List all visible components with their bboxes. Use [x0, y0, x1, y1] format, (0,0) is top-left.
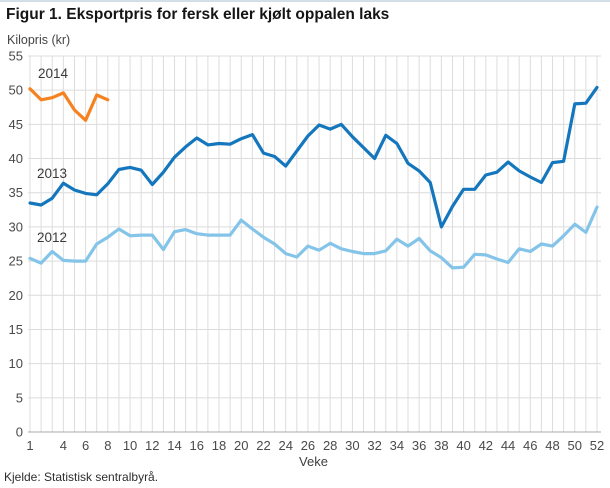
x-tick-label: 12: [145, 438, 159, 453]
x-tick-label: 8: [104, 438, 111, 453]
y-tick-label: 25: [9, 254, 23, 269]
series-label-2013: 2013: [37, 166, 68, 181]
y-axis-unit-label: Kilopris (kr): [7, 33, 71, 47]
y-tick-label: 35: [9, 185, 23, 200]
x-tick-label: 6: [82, 438, 89, 453]
x-tick-label: 4: [60, 438, 67, 453]
x-tick-label: 22: [256, 438, 270, 453]
x-tick-label: 16: [190, 438, 204, 453]
series-label-2012: 2012: [37, 230, 68, 245]
x-tick-label: 28: [323, 438, 337, 453]
series-line-2014: [28, 87, 110, 122]
y-tick-label: 30: [9, 219, 23, 234]
x-tick-label: 38: [434, 438, 448, 453]
x-tick-label: 36: [412, 438, 426, 453]
x-tick-label: 42: [479, 438, 493, 453]
x-axis-title: Veke: [299, 454, 328, 469]
x-tick-label: 34: [390, 438, 404, 453]
x-tick-label: 24: [278, 438, 292, 453]
y-tick-label: 50: [9, 83, 23, 98]
y-tick-label: 45: [9, 117, 23, 132]
y-tick-label: 10: [9, 356, 23, 371]
y-tick-label: 20: [9, 288, 23, 303]
x-tick-label: 18: [212, 438, 226, 453]
x-tick-label: 20: [234, 438, 248, 453]
x-tick-label: 50: [568, 438, 582, 453]
x-tick-label: 40: [456, 438, 470, 453]
x-tick-label: 44: [501, 438, 515, 453]
y-tick-label: 0: [16, 425, 23, 440]
x-tick-label: 30: [345, 438, 359, 453]
x-tick-label: 1: [26, 438, 33, 453]
x-tick-label: 48: [545, 438, 559, 453]
y-tick-label: 40: [9, 151, 23, 166]
series-line-2012: [28, 205, 599, 270]
x-tick-label: 10: [123, 438, 137, 453]
x-tick-label: 46: [523, 438, 537, 453]
y-tick-label: 15: [9, 322, 23, 337]
x-tick-label: 32: [367, 438, 381, 453]
figure-title: Figur 1. Eksportpris for fersk eller kjø…: [6, 6, 390, 23]
series-line-2013: [28, 85, 599, 229]
x-tick-label: 26: [301, 438, 315, 453]
source-note: Kjelde: Statistisk sentralbyrå.: [4, 470, 159, 484]
x-tick-label: 52: [590, 438, 604, 453]
series-label-2014: 2014: [38, 66, 69, 81]
x-tick-label: 14: [167, 438, 181, 453]
y-tick-label: 55: [9, 49, 23, 64]
y-tick-label: 5: [16, 390, 23, 405]
